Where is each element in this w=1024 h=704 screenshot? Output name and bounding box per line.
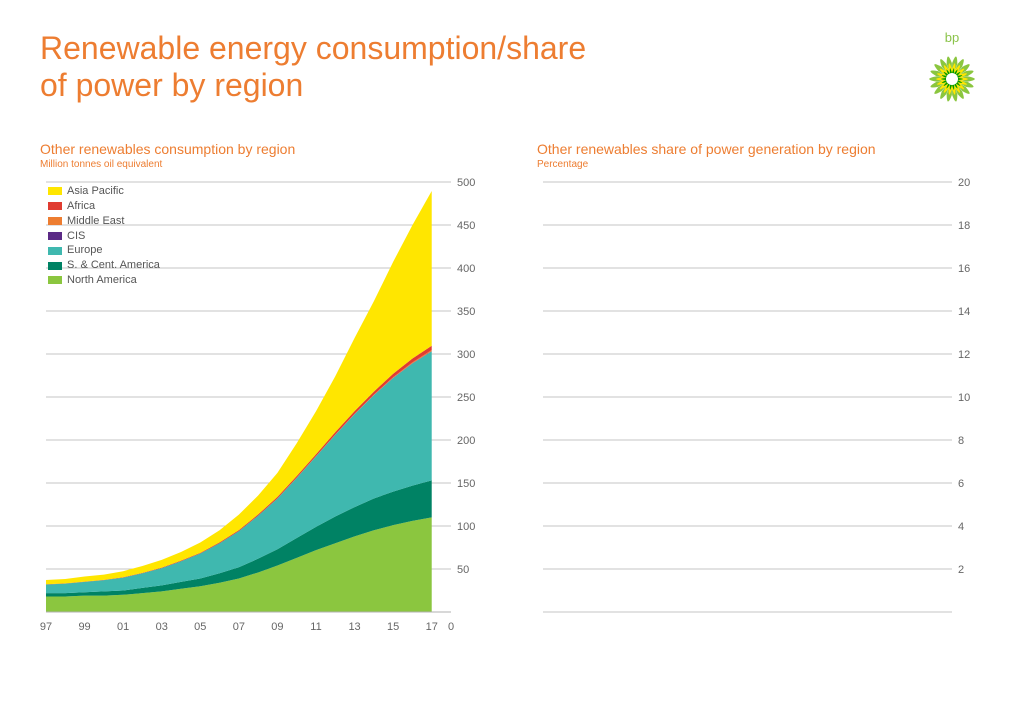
svg-text:500: 500	[457, 177, 475, 189]
svg-text:12: 12	[958, 349, 970, 361]
svg-text:11: 11	[310, 621, 321, 633]
legend-swatch	[48, 262, 62, 270]
svg-text:250: 250	[457, 392, 475, 404]
svg-text:01: 01	[117, 621, 129, 633]
right-plot-wrap: 2 4 6 8 10 12 14 16 18 20	[537, 176, 984, 636]
svg-text:07: 07	[233, 621, 245, 633]
legend-swatch	[48, 217, 62, 225]
legend-swatch	[48, 187, 62, 195]
legend-label: Europe	[67, 243, 102, 258]
svg-text:100: 100	[457, 521, 475, 533]
legend-item: Middle East	[48, 214, 160, 229]
legend-label: Africa	[67, 199, 95, 214]
legend-label: CIS	[67, 229, 85, 244]
right-chart-subtitle: Percentage	[537, 159, 984, 170]
svg-text:10: 10	[958, 392, 970, 404]
svg-text:400: 400	[457, 263, 475, 275]
right-line-chart: 2 4 6 8 10 12 14 16 18 20	[537, 176, 982, 636]
left-chart-title: Other renewables consumption by region	[40, 141, 487, 157]
left-legend: Asia PacificAfricaMiddle EastCISEuropeS.…	[48, 184, 160, 288]
legend-swatch	[48, 202, 62, 210]
svg-text:16: 16	[958, 263, 970, 275]
legend-label: North America	[67, 273, 137, 288]
legend-label: Asia Pacific	[67, 184, 124, 199]
right-chart-title: Other renewables share of power generati…	[537, 141, 984, 157]
legend-swatch	[48, 232, 62, 240]
legend-swatch	[48, 276, 62, 284]
svg-text:09: 09	[271, 621, 283, 633]
svg-text:50: 50	[457, 564, 469, 576]
title-line2: of power by region	[40, 67, 303, 103]
left-chart: Other renewables consumption by region M…	[40, 141, 487, 636]
svg-text:17: 17	[426, 621, 438, 633]
charts-row: Other renewables consumption by region M…	[0, 121, 1024, 636]
left-plot-wrap: Asia PacificAfricaMiddle EastCISEuropeS.…	[40, 176, 487, 636]
svg-text:4: 4	[958, 521, 964, 533]
svg-text:300: 300	[457, 349, 475, 361]
svg-text:150: 150	[457, 478, 475, 490]
bp-logo: bp	[920, 30, 984, 111]
bp-sunflower-icon	[920, 47, 984, 111]
page-title: Renewable energy consumption/share of po…	[40, 30, 586, 104]
bp-logo-label: bp	[920, 30, 984, 45]
svg-text:18: 18	[958, 220, 970, 232]
legend-item: North America	[48, 273, 160, 288]
svg-text:350: 350	[457, 306, 475, 318]
legend-item: Africa	[48, 199, 160, 214]
svg-text:20: 20	[958, 177, 970, 189]
svg-text:05: 05	[194, 621, 206, 633]
svg-text:450: 450	[457, 220, 475, 232]
legend-item: Europe	[48, 243, 160, 258]
svg-text:15: 15	[387, 621, 399, 633]
svg-text:03: 03	[156, 621, 168, 633]
legend-item: CIS	[48, 229, 160, 244]
legend-label: S. & Cent. America	[67, 258, 160, 273]
right-chart: Other renewables share of power generati…	[537, 141, 984, 636]
legend-item: S. & Cent. America	[48, 258, 160, 273]
legend-item: Asia Pacific	[48, 184, 160, 199]
title-line1: Renewable energy consumption/share	[40, 30, 586, 66]
svg-text:97: 97	[40, 621, 52, 633]
svg-text:0: 0	[448, 621, 454, 633]
svg-text:200: 200	[457, 435, 475, 447]
legend-label: Middle East	[67, 214, 124, 229]
svg-text:13: 13	[348, 621, 360, 633]
svg-text:99: 99	[78, 621, 90, 633]
legend-swatch	[48, 247, 62, 255]
svg-text:8: 8	[958, 435, 964, 447]
svg-text:14: 14	[958, 306, 970, 318]
svg-text:6: 6	[958, 478, 964, 490]
left-chart-subtitle: Million tonnes oil equivalent	[40, 159, 487, 170]
header: Renewable energy consumption/share of po…	[0, 0, 1024, 121]
svg-text:2: 2	[958, 564, 964, 576]
